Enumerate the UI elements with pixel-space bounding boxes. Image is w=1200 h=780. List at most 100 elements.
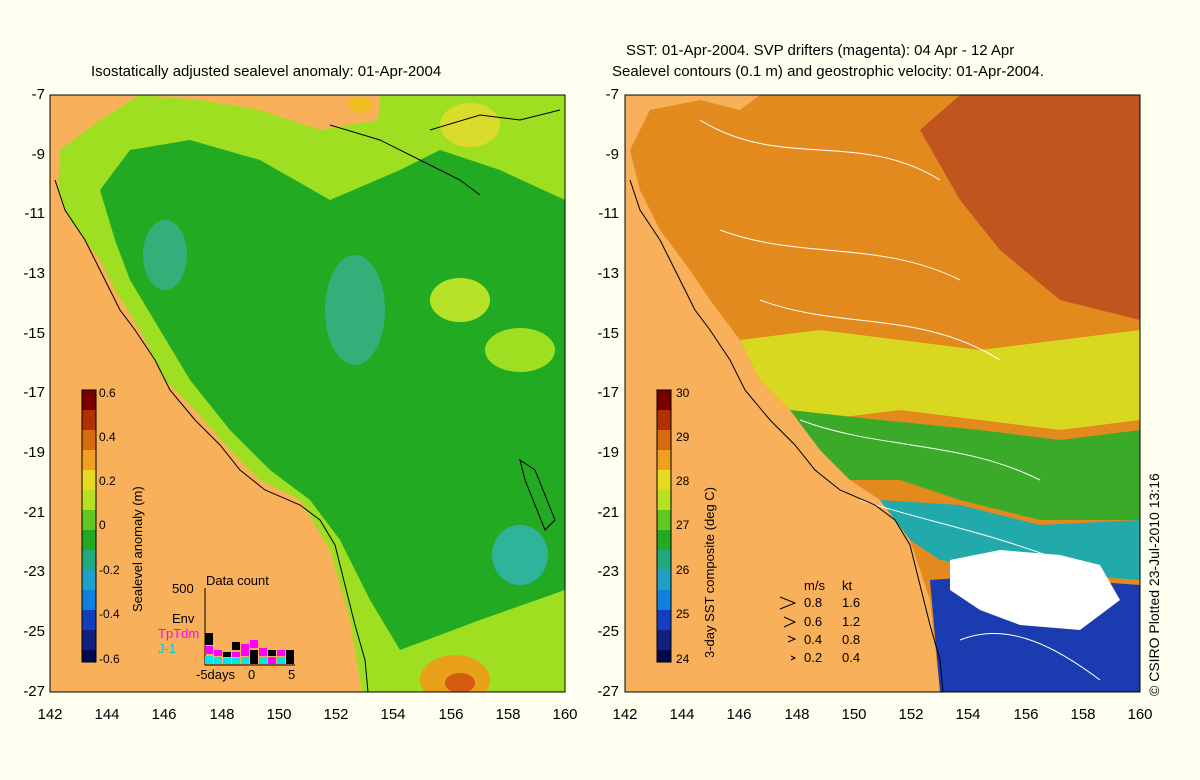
data-count-series-env: Env (172, 611, 195, 626)
left-lat-tick: -7 (31, 86, 45, 103)
right-map-frame (624, 94, 1141, 693)
left-colorbar-tick: 0.2 (99, 474, 116, 488)
velocity-legend-ms: 0.2 (804, 650, 823, 665)
left-lat-tick: -27 (23, 683, 45, 700)
right-colorbar-tick: 27 (676, 518, 690, 532)
data-count-xlabel-end: 5 (288, 667, 296, 682)
left-colorbar-label: Sealevel anomaly (m) (130, 486, 145, 612)
right-map (625, 95, 1140, 692)
right-lat-tick: -13 (597, 265, 619, 282)
right-coastline (629, 179, 944, 692)
left-lat-tick: -9 (31, 146, 45, 163)
right-cloud-mask (950, 550, 1120, 630)
right-lon-tick: 160 (1127, 706, 1153, 723)
left-anomaly-low-2 (325, 255, 385, 365)
right-lon-tick: 146 (726, 706, 752, 723)
right-lat-tick: -25 (597, 623, 619, 640)
velocity-legend-ms: 0.4 (804, 632, 823, 647)
left-lon-tick: 142 (37, 706, 63, 723)
right-lat-tick: -11 (598, 205, 619, 222)
left-lon-tick: 144 (94, 706, 120, 723)
left-lon-tick: 160 (552, 706, 578, 723)
left-map-frame (49, 94, 566, 693)
velocity-legend-ms: 0.8 (804, 595, 823, 610)
right-lon-tick: 154 (955, 706, 981, 723)
left-anomaly-high-6 (348, 97, 372, 113)
left-anomaly-low-3 (492, 525, 548, 585)
left-map-title: Isostatically adjusted sealevel anomaly:… (91, 63, 442, 80)
left-lat-tick: -21 (23, 504, 45, 521)
right-colorbar-tick: 29 (676, 430, 690, 444)
left-anomaly-high-1 (430, 278, 490, 322)
left-colorbar-tick: -0.6 (99, 652, 120, 666)
right-colorbar (656, 389, 672, 663)
data-count-xlabel-start: -5days (196, 667, 236, 682)
left-lon-tick: 150 (266, 706, 292, 723)
data-count-series-tptdm: TpTdm (158, 626, 200, 641)
left-island-png (329, 109, 561, 196)
velocity-legend-ms: 0.6 (804, 614, 823, 629)
right-colorbar-tick: 26 (676, 563, 690, 577)
left-lon-tick: 148 (209, 706, 235, 723)
right-colorbar-label: 3-day SST composite (deg C) (702, 487, 717, 658)
left-anomaly-high-5 (440, 103, 500, 147)
right-lat-tick: -9 (605, 146, 619, 163)
data-count-xlabel-zero: 0 (248, 667, 256, 682)
right-lon-tick: 142 (612, 706, 638, 723)
velocity-legend-arrows (779, 596, 797, 661)
left-lon-tick: 152 (323, 706, 349, 723)
right-map-title-line1: SST: 01-Apr-2004. SVP drifters (magenta)… (626, 42, 1015, 59)
left-island-new-caledonia (519, 458, 556, 531)
velocity-legend-header-kt: kt (842, 578, 853, 593)
left-lat-tick: -19 (23, 444, 45, 461)
left-map (50, 95, 565, 692)
left-anomaly-high-2 (485, 328, 555, 372)
left-lon-tick: 156 (438, 706, 464, 723)
right-colorbar-tick: 28 (676, 474, 690, 488)
left-colorbar (81, 389, 97, 663)
left-colorbar-tick: 0.4 (99, 430, 116, 444)
left-colorbar-tick: -0.4 (99, 607, 120, 621)
right-sst-warm (920, 95, 1140, 320)
left-sea-green-core (100, 140, 565, 650)
right-lat-tick: -19 (597, 444, 619, 461)
right-lon-tick: 144 (669, 706, 695, 723)
left-lon-tick: 158 (495, 706, 521, 723)
right-lat-tick: -7 (605, 86, 619, 103)
right-sst-green (790, 410, 1140, 520)
right-lat-tick: -23 (597, 563, 619, 580)
velocity-legend-kt: 0.4 (842, 650, 861, 665)
velocity-legend-kt: 1.2 (842, 614, 861, 629)
velocity-legend-header-ms: m/s (804, 578, 825, 593)
left-lon-tick: 146 (151, 706, 177, 723)
right-lat-tick: -27 (597, 683, 619, 700)
left-lat-tick: -17 (23, 384, 45, 401)
right-colorbar-tick: 30 (676, 386, 690, 400)
right-lon-tick: 148 (784, 706, 810, 723)
left-lat-tick: -23 (23, 563, 45, 580)
left-lon-tick: 154 (380, 706, 406, 723)
left-colorbar-tick: -0.2 (99, 563, 120, 577)
left-colorbar-tick: 0.6 (99, 386, 116, 400)
right-lat-tick: -17 (597, 384, 619, 401)
velocity-legend-kt: 0.8 (842, 632, 861, 647)
right-sealevel-contours (699, 119, 1101, 681)
left-anomaly-high-4 (445, 673, 475, 692)
left-coastline (54, 179, 369, 692)
data-count-series-j1: J-1 (158, 641, 177, 656)
right-colorbar-tick: 25 (676, 607, 690, 621)
right-colorbar-tick: 24 (676, 652, 690, 666)
left-lat-tick: -25 (23, 623, 45, 640)
left-lat-tick: -11 (24, 205, 45, 222)
velocity-legend-kt: 1.6 (842, 595, 861, 610)
data-count-title: Data count (206, 573, 269, 588)
right-lat-tick: -15 (597, 325, 619, 342)
right-lon-tick: 158 (1070, 706, 1096, 723)
left-colorbar-tick: 0 (99, 518, 106, 532)
left-lat-tick: -13 (23, 265, 45, 282)
right-sst-yellow (740, 330, 1140, 430)
right-map-title-line2: Sealevel contours (0.1 m) and geostrophi… (612, 63, 1044, 80)
left-anomaly-low-1 (143, 220, 187, 290)
